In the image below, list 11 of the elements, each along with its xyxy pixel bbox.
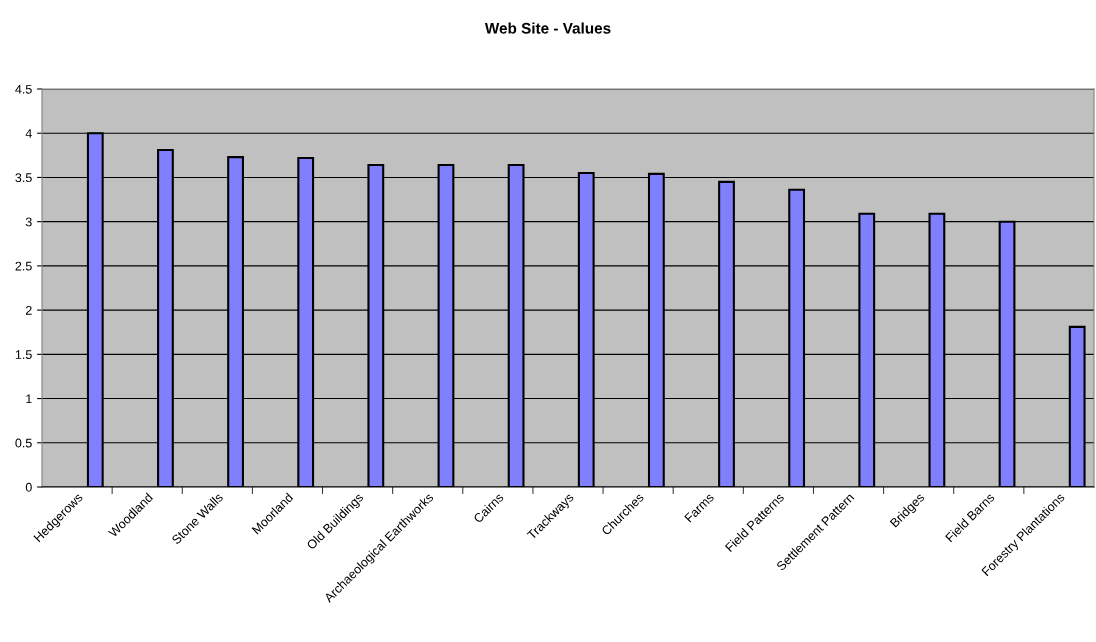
y-tick-label: 1 [26,394,32,404]
y-tick-label: 4.5 [15,84,32,94]
y-tick-label: 0 [25,482,32,492]
chart-title: Web Site - Values [484,22,611,34]
y-tick-label: 3.5 [15,173,32,183]
y-tick-label: 2 [25,305,32,315]
y-tick-label: 2.5 [15,261,32,271]
y-tick-label: 1.5 [15,350,32,359]
y-tick-label: 0.5 [15,438,32,448]
y-tick-label: 4 [25,129,32,138]
y-tick-label: 3 [25,217,32,227]
